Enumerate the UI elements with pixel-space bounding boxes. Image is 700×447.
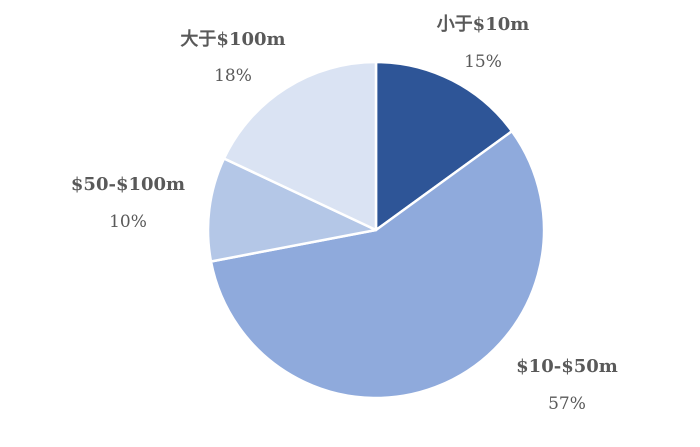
pie-slice — [222, 60, 378, 232]
slice-category-label: 小于$10m — [437, 14, 530, 35]
slice-category-label: $50-$100m — [71, 174, 185, 195]
pie-slice — [374, 60, 514, 232]
slice-percent-label: 15% — [464, 52, 502, 72]
pie-slices — [206, 60, 546, 400]
slice-percent-label: 57% — [548, 394, 586, 414]
slice-category-label: $10-$50m — [516, 356, 618, 377]
slice-percent-label: 18% — [214, 66, 252, 86]
pie-slice — [209, 130, 546, 400]
pie-slice — [206, 157, 378, 263]
slice-percent-label: 10% — [109, 212, 147, 232]
slice-category-label: 大于$100m — [180, 28, 285, 50]
slice-labels: 小于$10m 15% $10-$50m 57% $50-$100m 10% 大于$100m 1… — [71, 14, 618, 414]
